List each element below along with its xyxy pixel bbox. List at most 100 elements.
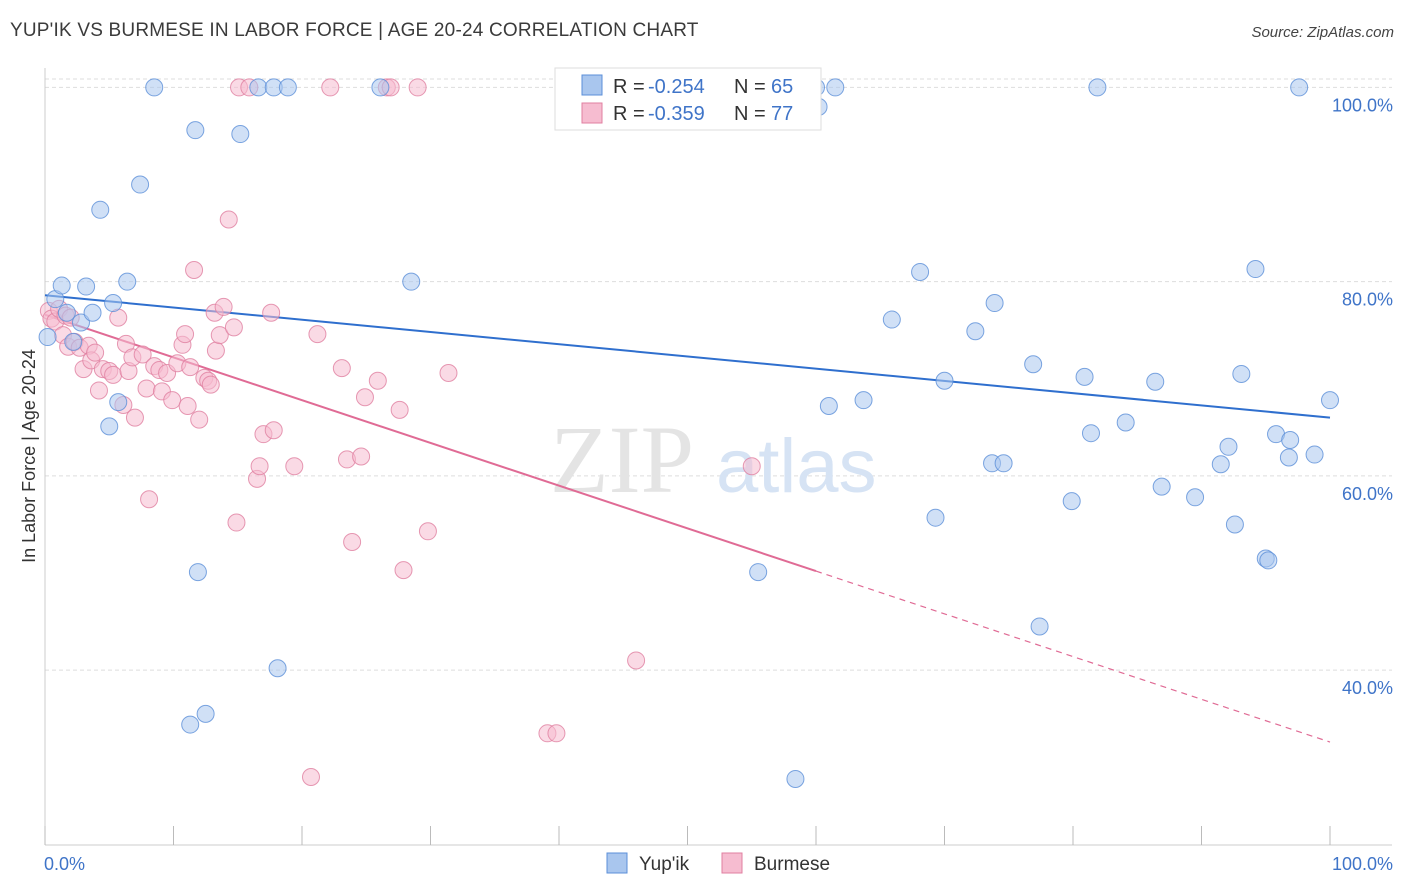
point-yupik (38, 328, 57, 347)
point-yupik (118, 272, 137, 291)
point-yupik (749, 563, 768, 582)
bottom-legend: Yup'ik Burmese (606, 852, 830, 875)
point-burmese (201, 375, 220, 394)
point-burmese (547, 724, 566, 743)
point-yupik (911, 262, 930, 281)
point-yupik (268, 659, 287, 678)
point-yupik (1186, 488, 1205, 507)
point-yupik (1088, 78, 1107, 97)
point-burmese (262, 303, 281, 322)
point-yupik (231, 125, 250, 144)
point-burmese (125, 408, 144, 427)
point-yupik (1062, 492, 1081, 511)
y-axis-title: In Labor Force | Age 20-24 (19, 349, 39, 563)
legend-swatch-yupik (581, 74, 603, 96)
point-burmese (390, 400, 409, 419)
point-yupik (196, 704, 215, 723)
point-yupik (1030, 617, 1049, 636)
watermark-zip: ZIP (550, 406, 694, 513)
tick-labels: 40.0% 60.0% 80.0% 100.0% 0.0% 100.0% (44, 95, 1393, 874)
point-burmese (332, 359, 351, 378)
point-yupik (882, 310, 901, 329)
legend-n-value-1: 65 (771, 76, 793, 98)
point-burmese (137, 379, 156, 398)
legend-r-label-1: R = (613, 76, 645, 98)
point-yupik (966, 322, 985, 341)
bottom-legend-burmese: Burmese (754, 854, 830, 875)
point-yupik (1152, 477, 1171, 496)
point-burmese (227, 513, 246, 532)
point-burmese (190, 410, 209, 429)
y-tick-label: 80.0% (1342, 290, 1393, 310)
point-yupik (1219, 437, 1238, 456)
point-burmese (219, 210, 238, 229)
point-burmese (394, 561, 413, 580)
legend-n-label-2: N = (734, 103, 766, 125)
point-yupik (71, 313, 90, 332)
legend-r-label-2: R = (613, 103, 645, 125)
point-burmese (285, 457, 304, 476)
point-yupik (188, 563, 207, 582)
point-burmese (408, 78, 427, 97)
y-tick-label: 100.0% (1332, 95, 1393, 115)
bottom-legend-swatch-yupik (606, 852, 628, 874)
point-burmese (176, 325, 195, 344)
trend-line-yupik (44, 294, 1331, 419)
point-yupik (100, 417, 119, 436)
point-burmese (104, 365, 123, 384)
point-burmese (343, 532, 362, 551)
point-yupik (181, 715, 200, 734)
point-yupik (57, 303, 76, 322)
point-yupik (186, 121, 205, 140)
point-yupik (1146, 372, 1165, 391)
source-credit: Source: ZipAtlas.com (1251, 24, 1394, 41)
point-burmese (627, 651, 646, 670)
point-yupik (64, 332, 83, 351)
point-burmese (163, 391, 182, 410)
y-tick-label: 40.0% (1342, 678, 1393, 698)
point-yupik (1305, 445, 1324, 464)
point-yupik (91, 200, 110, 219)
chart-title: YUP'IK VS BURMESE IN LABOR FORCE | AGE 2… (10, 20, 699, 41)
point-yupik (145, 78, 164, 97)
point-yupik (1259, 551, 1278, 570)
legend-r-value-2: -0.359 (648, 103, 705, 125)
bottom-legend-swatch-burmese (721, 852, 743, 874)
point-yupik (1116, 413, 1135, 432)
point-yupik (131, 175, 150, 194)
point-burmese (308, 325, 327, 344)
point-burmese (321, 78, 340, 97)
point-burmese (742, 457, 761, 476)
legend-r-value-1: -0.254 (648, 76, 705, 98)
point-yupik (1081, 424, 1100, 443)
point-burmese (214, 297, 233, 316)
point-yupik (1281, 430, 1300, 449)
legend-n-value-2: 77 (771, 103, 793, 125)
axes (44, 68, 1392, 846)
bottom-legend-yupik: Yup'ik (639, 854, 690, 875)
x-tick-label: 100.0% (1332, 854, 1393, 874)
stats-legend: R = -0.254 N = 65 R = -0.359 N = 77 (554, 67, 822, 131)
point-yupik (926, 508, 945, 527)
point-burmese (250, 457, 269, 476)
y-tick-label: 60.0% (1342, 484, 1393, 504)
point-yupik (1075, 367, 1094, 386)
point-burmese (301, 768, 320, 787)
point-yupik (104, 294, 123, 313)
watermark-atlas: atlas (716, 424, 877, 509)
point-yupik (826, 78, 845, 97)
point-yupik (1211, 455, 1230, 474)
watermark: ZIP atlas (550, 406, 877, 513)
data-points (38, 78, 1339, 788)
point-yupik (278, 78, 297, 97)
point-burmese (181, 358, 200, 377)
point-burmese (264, 421, 283, 440)
point-burmese (418, 522, 437, 541)
point-yupik (1232, 364, 1251, 383)
point-burmese (185, 261, 204, 280)
point-burmese (178, 396, 197, 415)
legend-n-label-1: N = (734, 76, 766, 98)
point-yupik (77, 277, 96, 296)
legend-swatch-burmese (581, 102, 603, 124)
